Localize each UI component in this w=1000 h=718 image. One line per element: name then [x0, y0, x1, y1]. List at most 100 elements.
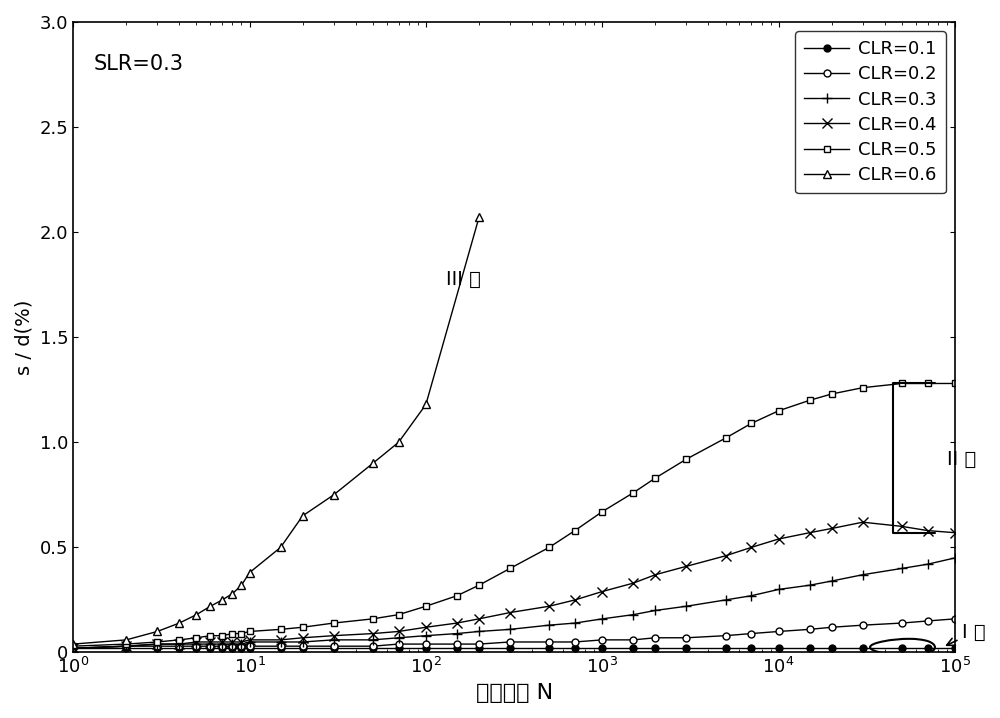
CLR=0.6 — [151, 627, 163, 635]
CLR=0.3 — [226, 640, 238, 648]
CLR=0.1 — [275, 644, 287, 653]
CLR=0.5 — [297, 623, 309, 632]
CLR=0.4 — [275, 635, 287, 644]
CLR=0.3 — [857, 570, 869, 579]
CLR=0.5 — [504, 564, 516, 573]
CLR=0.6 — [235, 581, 247, 589]
Line: CLR=0.4: CLR=0.4 — [68, 518, 960, 653]
CLR=0.4 — [151, 640, 163, 648]
X-axis label: 振动次数 N: 振动次数 N — [476, 683, 553, 703]
CLR=0.2 — [504, 638, 516, 646]
CLR=0.6 — [420, 400, 432, 409]
CLR=0.1 — [473, 644, 485, 653]
CLR=0.1 — [504, 644, 516, 653]
CLR=0.1 — [244, 644, 256, 653]
CLR=0.3 — [543, 621, 555, 630]
CLR=0.4 — [297, 633, 309, 642]
CLR=0.6 — [473, 213, 485, 222]
CLR=0.2 — [367, 642, 379, 651]
CLR=0.5 — [826, 390, 838, 398]
CLR=0.2 — [745, 629, 757, 638]
CLR=0.3 — [275, 638, 287, 646]
CLR=0.4 — [504, 608, 516, 617]
CLR=0.3 — [504, 625, 516, 634]
CLR=0.1 — [204, 644, 216, 653]
CLR=0.3 — [804, 581, 816, 589]
CLR=0.6 — [393, 438, 405, 447]
CLR=0.3 — [627, 610, 639, 619]
CLR=0.2 — [896, 619, 908, 628]
CLR=0.6 — [190, 610, 202, 619]
CLR=0.5 — [896, 379, 908, 388]
CLR=0.5 — [773, 406, 785, 415]
CLR=0.2 — [190, 642, 202, 651]
CLR=0.2 — [204, 642, 216, 651]
CLR=0.4 — [244, 635, 256, 644]
CLR=0.4 — [473, 615, 485, 623]
CLR=0.3 — [949, 554, 961, 562]
CLR=0.2 — [720, 631, 732, 640]
CLR=0.1 — [173, 644, 185, 653]
CLR=0.4 — [543, 602, 555, 610]
CLR=0.5 — [627, 488, 639, 497]
CLR=0.5 — [922, 379, 934, 388]
CLR=0.3 — [451, 629, 463, 638]
CLR=0.2 — [216, 642, 228, 651]
CLR=0.5 — [367, 615, 379, 623]
CLR=0.4 — [896, 522, 908, 531]
CLR=0.1 — [569, 644, 581, 653]
CLR=0.5 — [543, 543, 555, 551]
CLR=0.1 — [190, 644, 202, 653]
Text: SLR=0.3: SLR=0.3 — [93, 54, 183, 73]
CLR=0.5 — [328, 619, 340, 628]
CLR=0.2 — [804, 625, 816, 634]
Text: II 型: II 型 — [947, 449, 976, 469]
CLR=0.2 — [451, 640, 463, 648]
CLR=0.3 — [393, 633, 405, 642]
CLR=0.5 — [151, 638, 163, 646]
CLR=0.5 — [173, 635, 185, 644]
CLR=0.6 — [297, 511, 309, 520]
CLR=0.2 — [922, 617, 934, 625]
CLR=0.3 — [569, 619, 581, 628]
CLR=0.6 — [244, 569, 256, 577]
Line: CLR=0.6: CLR=0.6 — [69, 213, 483, 648]
CLR=0.2 — [235, 642, 247, 651]
CLR=0.6 — [275, 543, 287, 551]
CLR=0.2 — [826, 623, 838, 632]
CLR=0.1 — [451, 644, 463, 653]
CLR=0.5 — [473, 581, 485, 589]
CLR=0.1 — [680, 644, 692, 653]
CLR=0.4 — [922, 526, 934, 535]
CLR=0.3 — [173, 640, 185, 648]
CLR=0.1 — [596, 644, 608, 653]
CLR=0.3 — [367, 635, 379, 644]
CLR=0.1 — [826, 644, 838, 653]
CLR=0.5 — [804, 396, 816, 405]
CLR=0.3 — [67, 644, 79, 653]
CLR=0.4 — [949, 528, 961, 537]
CLR=0.2 — [857, 621, 869, 630]
CLR=0.4 — [420, 623, 432, 632]
CLR=0.5 — [393, 610, 405, 619]
CLR=0.3 — [204, 640, 216, 648]
CLR=0.6 — [328, 490, 340, 499]
CLR=0.2 — [226, 642, 238, 651]
CLR=0.4 — [857, 518, 869, 526]
CLR=0.1 — [328, 644, 340, 653]
CLR=0.4 — [120, 642, 132, 651]
CLR=0.4 — [393, 627, 405, 635]
CLR=0.2 — [473, 640, 485, 648]
CLR=0.2 — [297, 642, 309, 651]
CLR=0.1 — [216, 644, 228, 653]
Y-axis label: s / d(%): s / d(%) — [15, 299, 34, 375]
CLR=0.1 — [67, 644, 79, 653]
CLR=0.1 — [543, 644, 555, 653]
CLR=0.5 — [67, 642, 79, 651]
CLR=0.2 — [328, 642, 340, 651]
CLR=0.1 — [235, 644, 247, 653]
CLR=0.3 — [680, 602, 692, 610]
CLR=0.4 — [216, 638, 228, 646]
CLR=0.1 — [857, 644, 869, 653]
CLR=0.6 — [367, 459, 379, 467]
